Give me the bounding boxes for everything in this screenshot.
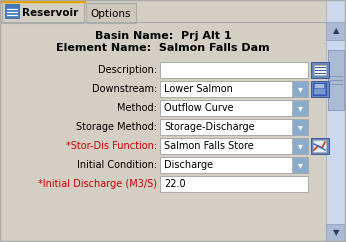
Bar [292, 119, 308, 135]
Text: ▾: ▾ [298, 141, 302, 151]
Text: Downstream:: Downstream: [92, 84, 157, 94]
Bar [160, 100, 308, 116]
Bar [311, 62, 329, 78]
Bar [315, 84, 324, 88]
Bar [313, 83, 326, 95]
Bar [292, 100, 308, 116]
Text: Initial Condition:: Initial Condition: [77, 160, 157, 170]
Bar [314, 89, 325, 94]
Text: Storage Method:: Storage Method: [76, 122, 157, 132]
Bar [314, 65, 326, 75]
Bar [160, 62, 308, 78]
Bar [86, 3, 136, 23]
Bar [160, 81, 308, 97]
Bar [311, 81, 329, 97]
Text: Options: Options [91, 9, 131, 19]
Text: ▾: ▾ [298, 84, 302, 94]
Text: Basin Name:  Prj Alt 1: Basin Name: Prj Alt 1 [95, 31, 231, 41]
Bar [160, 119, 308, 135]
Text: Element Name:  Salmon Falls Dam: Element Name: Salmon Falls Dam [56, 43, 270, 53]
Bar [311, 138, 329, 154]
Bar [328, 50, 344, 110]
Bar [326, 0, 346, 242]
Bar [326, 22, 346, 40]
Bar [160, 157, 308, 173]
Text: Lower Salmon: Lower Salmon [164, 84, 233, 94]
Bar [292, 157, 308, 173]
Text: 22.0: 22.0 [164, 179, 185, 189]
Text: ▼: ▼ [333, 228, 339, 237]
Text: ▾: ▾ [298, 103, 302, 113]
Text: Storage-Discharge: Storage-Discharge [164, 122, 255, 132]
Text: Discharge: Discharge [164, 160, 213, 170]
Text: ▲: ▲ [333, 27, 339, 36]
Text: Outflow Curve: Outflow Curve [164, 103, 234, 113]
Bar [160, 138, 308, 154]
Text: ▾: ▾ [298, 122, 302, 132]
Text: Salmon Falls Store: Salmon Falls Store [164, 141, 254, 151]
Text: Reservoir: Reservoir [22, 8, 78, 18]
Bar [326, 224, 346, 242]
Bar [2, 1, 84, 23]
Bar [292, 138, 308, 154]
Bar [160, 176, 308, 192]
Text: *Initial Discharge (M3/S): *Initial Discharge (M3/S) [38, 179, 157, 189]
Text: *Stor-Dis Function:: *Stor-Dis Function: [66, 141, 157, 151]
Text: Method:: Method: [117, 103, 157, 113]
Bar [5, 4, 19, 18]
Bar [292, 81, 308, 97]
Bar [313, 140, 326, 152]
Text: Description:: Description: [98, 65, 157, 75]
Text: ▾: ▾ [298, 160, 302, 170]
